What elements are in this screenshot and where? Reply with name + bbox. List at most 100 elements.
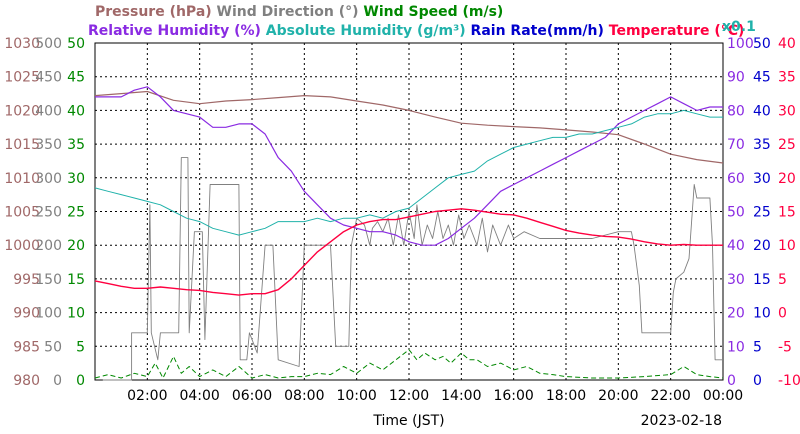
pressure-tick-label: 1010	[4, 171, 40, 187]
relative_humidity-tick-label: 20	[727, 306, 745, 322]
wind_direction-tick-label: 150	[35, 272, 62, 288]
rain_rate-tick-label: 50	[753, 36, 771, 52]
pressure-tick-label: 1030	[4, 36, 40, 52]
series-wind-speed-line	[94, 349, 724, 379]
wind_direction-tick-label: 100	[35, 306, 62, 322]
wind_direction-tick-label: 300	[35, 171, 62, 187]
rain_rate-tick-label: 25	[753, 205, 771, 221]
rain_rate-tick-label: 30	[753, 171, 771, 187]
legend-item-r1-2: Wind Speed (m/s)	[359, 4, 504, 20]
x-tick-label: 04:00	[179, 388, 219, 404]
wind_speed-tick-label: 45	[67, 70, 85, 86]
pressure-tick-label: 980	[13, 373, 40, 389]
x-axis-label: Time (JST)	[372, 413, 444, 429]
wind_speed-tick-label: 5	[76, 339, 85, 355]
temperature-tick-label: 40	[778, 36, 796, 52]
pressure-tick-label: 985	[13, 339, 40, 355]
pressure-tick-label: 1000	[4, 238, 40, 254]
rain_rate-tick-label: 15	[753, 272, 771, 288]
relative_humidity-tick-label: 0	[727, 373, 736, 389]
wind_speed-tick-label: 0	[76, 373, 85, 389]
relative_humidity-tick-label: 100	[727, 36, 754, 52]
x-tick-label: 06:00	[232, 388, 272, 404]
temperature-tick-label: 15	[778, 205, 796, 221]
x-tick-label: 16:00	[493, 388, 533, 404]
x-tick-label: 08:00	[284, 388, 324, 404]
legend-row-1: Pressure (hPa) Wind Direction (°) Wind S…	[95, 4, 503, 20]
series-relative-humidity-line	[94, 109, 723, 236]
relative_humidity-tick-label: 40	[727, 238, 745, 254]
x-tick-label: 02:00	[127, 388, 167, 404]
wind_direction-tick-label: 350	[35, 137, 62, 153]
plot-frame	[94, 42, 724, 381]
wind_speed-tick-label: 50	[67, 36, 85, 52]
wind_speed-tick-label: 20	[67, 238, 85, 254]
legend-item-r1-0: Pressure (hPa)	[95, 4, 212, 20]
rain_rate-tick-label: 10	[753, 306, 771, 322]
x-tick-label: 22:00	[650, 388, 690, 404]
temperature-tick-label: 30	[778, 103, 796, 119]
temperature-tick-label: -5	[778, 339, 792, 355]
temperature-tick-label: 5	[778, 272, 787, 288]
temperature-tick-label: -10	[778, 373, 800, 389]
series-lines	[94, 86, 724, 381]
relative_humidity-tick-label: 60	[727, 171, 745, 187]
wind_direction-tick-label: 450	[35, 70, 62, 86]
wind_speed-tick-label: 25	[67, 205, 85, 221]
wind_speed-tick-label: 30	[67, 171, 85, 187]
relative_humidity-tick-label: 70	[727, 137, 745, 153]
pressure-tick-label: 1015	[4, 137, 40, 153]
x-tick-label: 18:00	[546, 388, 586, 404]
wind_speed-tick-label: 15	[67, 272, 85, 288]
wind_direction-tick-label: 200	[35, 238, 62, 254]
relative_humidity-tick-label: 10	[727, 339, 745, 355]
series-temperature-line	[94, 208, 723, 296]
legend-item-r2-3: Temperature (°C)	[604, 23, 745, 39]
rain_rate-tick-label: 0	[753, 373, 762, 389]
x-tick-label: 20:00	[598, 388, 638, 404]
wind_direction-tick-label: 250	[35, 205, 62, 221]
relative_humidity-tick-label: 50	[727, 205, 745, 221]
pressure-tick-label: 1025	[4, 70, 40, 86]
absolute-humidity-scale-note: x0.1	[722, 19, 756, 35]
series-relative-humidity-line	[95, 86, 723, 246]
legend-item-r2-2: Rain Rate(mm/h)	[466, 23, 604, 39]
series-wind-direction-line	[102, 157, 723, 381]
x-axis-tick-labels: 02:00 04:00 06:00 08:00 10:00 12:00 14:00 16:00…	[127, 388, 743, 404]
pressure-tick-label: 995	[13, 272, 40, 288]
rain_rate-tick-label: 20	[753, 238, 771, 254]
x-tick-label: 10:00	[336, 388, 376, 404]
wind_speed-tick-label: 10	[67, 306, 85, 322]
wind_direction-tick-label: 400	[35, 103, 62, 119]
wind_speed-tick-label: 35	[67, 137, 85, 153]
temperature-tick-label: 10	[778, 238, 796, 254]
rain_rate-tick-label: 40	[753, 103, 771, 119]
wind_direction-tick-label: 50	[44, 339, 62, 355]
legend-item-r2-1: Absolute Humidity (g/m³)	[261, 23, 466, 39]
x-tick-label: 14:00	[441, 388, 481, 404]
relative_humidity-tick-label: 80	[727, 103, 745, 119]
wind_direction-tick-label: 0	[53, 373, 62, 389]
temperature-tick-label: 25	[778, 137, 796, 153]
relative_humidity-tick-label: 30	[727, 272, 745, 288]
pressure-tick-label: 990	[13, 306, 40, 322]
pressure-tick-label: 1020	[4, 103, 40, 119]
x-tick-label: 00:00	[703, 388, 743, 404]
date-label: 2023-02-18	[641, 413, 722, 429]
legend-item-r1-1: Wind Direction (°)	[212, 4, 359, 20]
wind_direction-tick-label: 500	[35, 36, 62, 52]
relative_humidity-tick-label: 90	[727, 70, 745, 86]
wind_speed-tick-label: 40	[67, 103, 85, 119]
x-tick-label: 12:00	[389, 388, 429, 404]
temperature-tick-label: 20	[778, 171, 796, 187]
legend-item-r2-0: Relative Humidity (%)	[88, 23, 261, 39]
rain_rate-tick-label: 45	[753, 70, 771, 86]
rain_rate-tick-label: 35	[753, 137, 771, 153]
temperature-tick-label: 35	[778, 70, 796, 86]
y-axis-tick-labels: 1030102510201015101010051000995990985980…	[4, 36, 800, 389]
legend-row-2: Relative Humidity (%) Absolute Humidity …	[88, 23, 744, 39]
rain_rate-tick-label: 5	[753, 339, 762, 355]
temperature-tick-label: 0	[778, 306, 787, 322]
series-pressure-line	[94, 90, 724, 164]
